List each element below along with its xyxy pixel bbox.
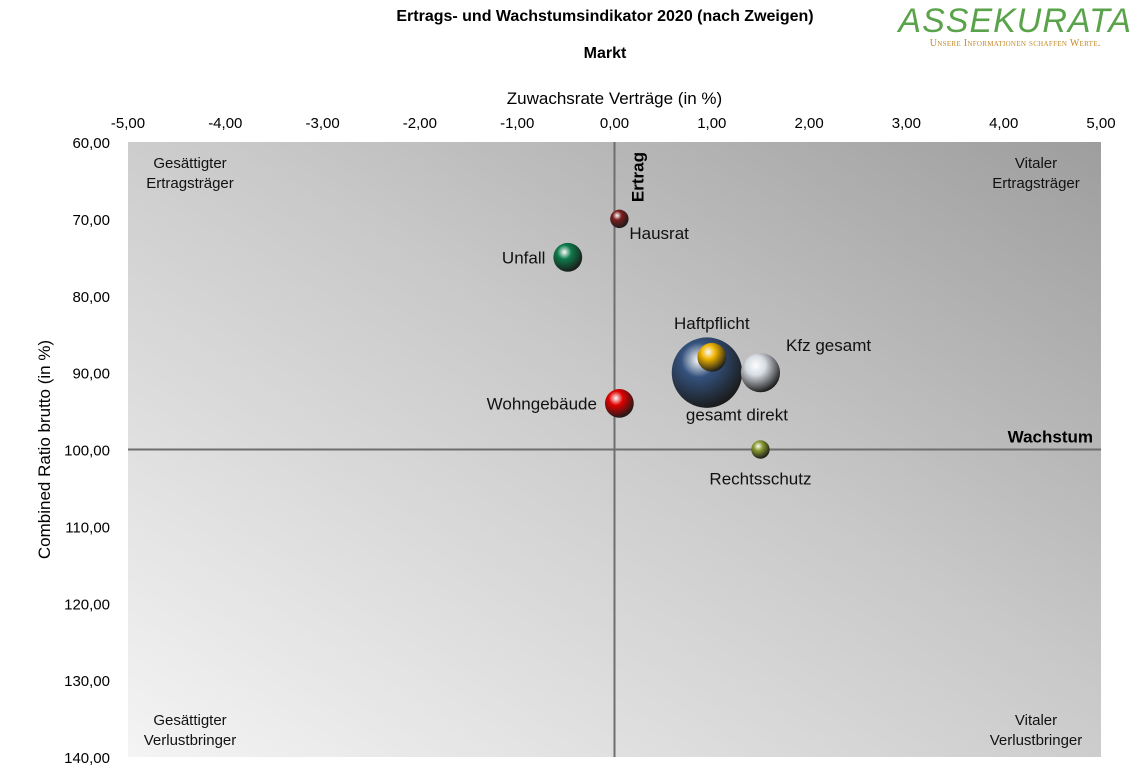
x-tick-label: -1,00 <box>500 115 534 132</box>
y-axis-label: Combined Ratio brutto (in %) <box>35 340 54 559</box>
ertrag-line-label: Ertrag <box>629 152 648 202</box>
y-tick-label: 80,00 <box>72 289 110 306</box>
x-tick-label: 5,00 <box>1086 115 1115 132</box>
x-tick-label: 1,00 <box>697 115 726 132</box>
x-tick-label: 0,00 <box>600 115 629 132</box>
x-tick-label: -4,00 <box>208 115 242 132</box>
quadrant-label: Gesättigter <box>153 712 226 729</box>
bubble-kfz-gesamt <box>740 353 781 393</box>
y-tick-label: 130,00 <box>64 673 110 690</box>
y-tick-label: 70,00 <box>72 212 110 229</box>
y-tick-label: 90,00 <box>72 366 110 383</box>
x-tick-label: 4,00 <box>989 115 1018 132</box>
y-tick-label: 100,00 <box>64 443 110 460</box>
point-label: Haftpflicht <box>674 314 750 333</box>
x-tick-label: -3,00 <box>305 115 339 132</box>
bubble-haftpflicht <box>697 342 727 372</box>
point-label: gesamt direkt <box>686 406 788 425</box>
logo-tagline: Unsere Informationen schaffen Werte. <box>929 38 1101 49</box>
quadrant-label: Verlustbringer <box>144 732 237 749</box>
quadrant-label: Ertragsträger <box>146 175 234 192</box>
y-tick-label: 110,00 <box>65 519 110 536</box>
bubble-wohngeb-ude <box>604 388 634 418</box>
point-label: Wohngebäude <box>487 394 597 413</box>
quadrant-label: Verlustbringer <box>990 732 1083 749</box>
quadrant-label: Vitaler <box>1015 155 1057 172</box>
wachstum-line-label: Wachstum <box>1008 428 1093 447</box>
bubble-unfall <box>553 242 583 272</box>
x-tick-label: -2,00 <box>403 115 437 132</box>
x-tick-label: 2,00 <box>794 115 823 132</box>
point-label: Rechtsschutz <box>709 470 811 489</box>
y-tick-label: 120,00 <box>64 596 110 613</box>
bubble-rechtsschutz <box>751 440 770 459</box>
x-axis-label: Zuwachsrate Verträge (in %) <box>507 89 722 108</box>
point-label: Unfall <box>502 248 545 267</box>
quadrant-label: Vitaler <box>1015 712 1057 729</box>
y-tick-label: 60,00 <box>72 135 110 152</box>
assekurata-logo: ASSEKURATA Unsere Informationen schaffen… <box>898 2 1132 49</box>
chart-subtitle: Markt <box>583 45 627 62</box>
logo-name: ASSEKURATA <box>898 2 1132 40</box>
point-label: Kfz gesamt <box>786 336 871 355</box>
chart-title: Ertrags- und Wachstumsindikator 2020 (na… <box>396 8 814 25</box>
point-label: Hausrat <box>629 224 689 243</box>
bubble-hausrat <box>610 209 629 229</box>
x-tick-label: 3,00 <box>892 115 921 132</box>
quadrant-label: Gesättigter <box>153 155 226 172</box>
y-tick-label: 140,00 <box>64 750 110 767</box>
x-tick-label: -5,00 <box>111 115 145 132</box>
quadrant-label: Ertragsträger <box>992 175 1080 192</box>
